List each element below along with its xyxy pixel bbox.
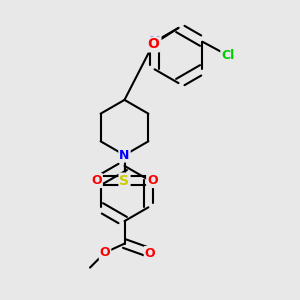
Text: Cl: Cl: [221, 49, 235, 62]
Text: O: O: [100, 246, 110, 259]
Text: O: O: [147, 38, 159, 51]
Text: N: N: [149, 35, 161, 49]
Text: O: O: [147, 174, 158, 187]
Text: O: O: [145, 247, 155, 260]
Text: S: S: [119, 174, 130, 188]
Text: O: O: [91, 174, 102, 187]
Text: N: N: [119, 148, 130, 162]
